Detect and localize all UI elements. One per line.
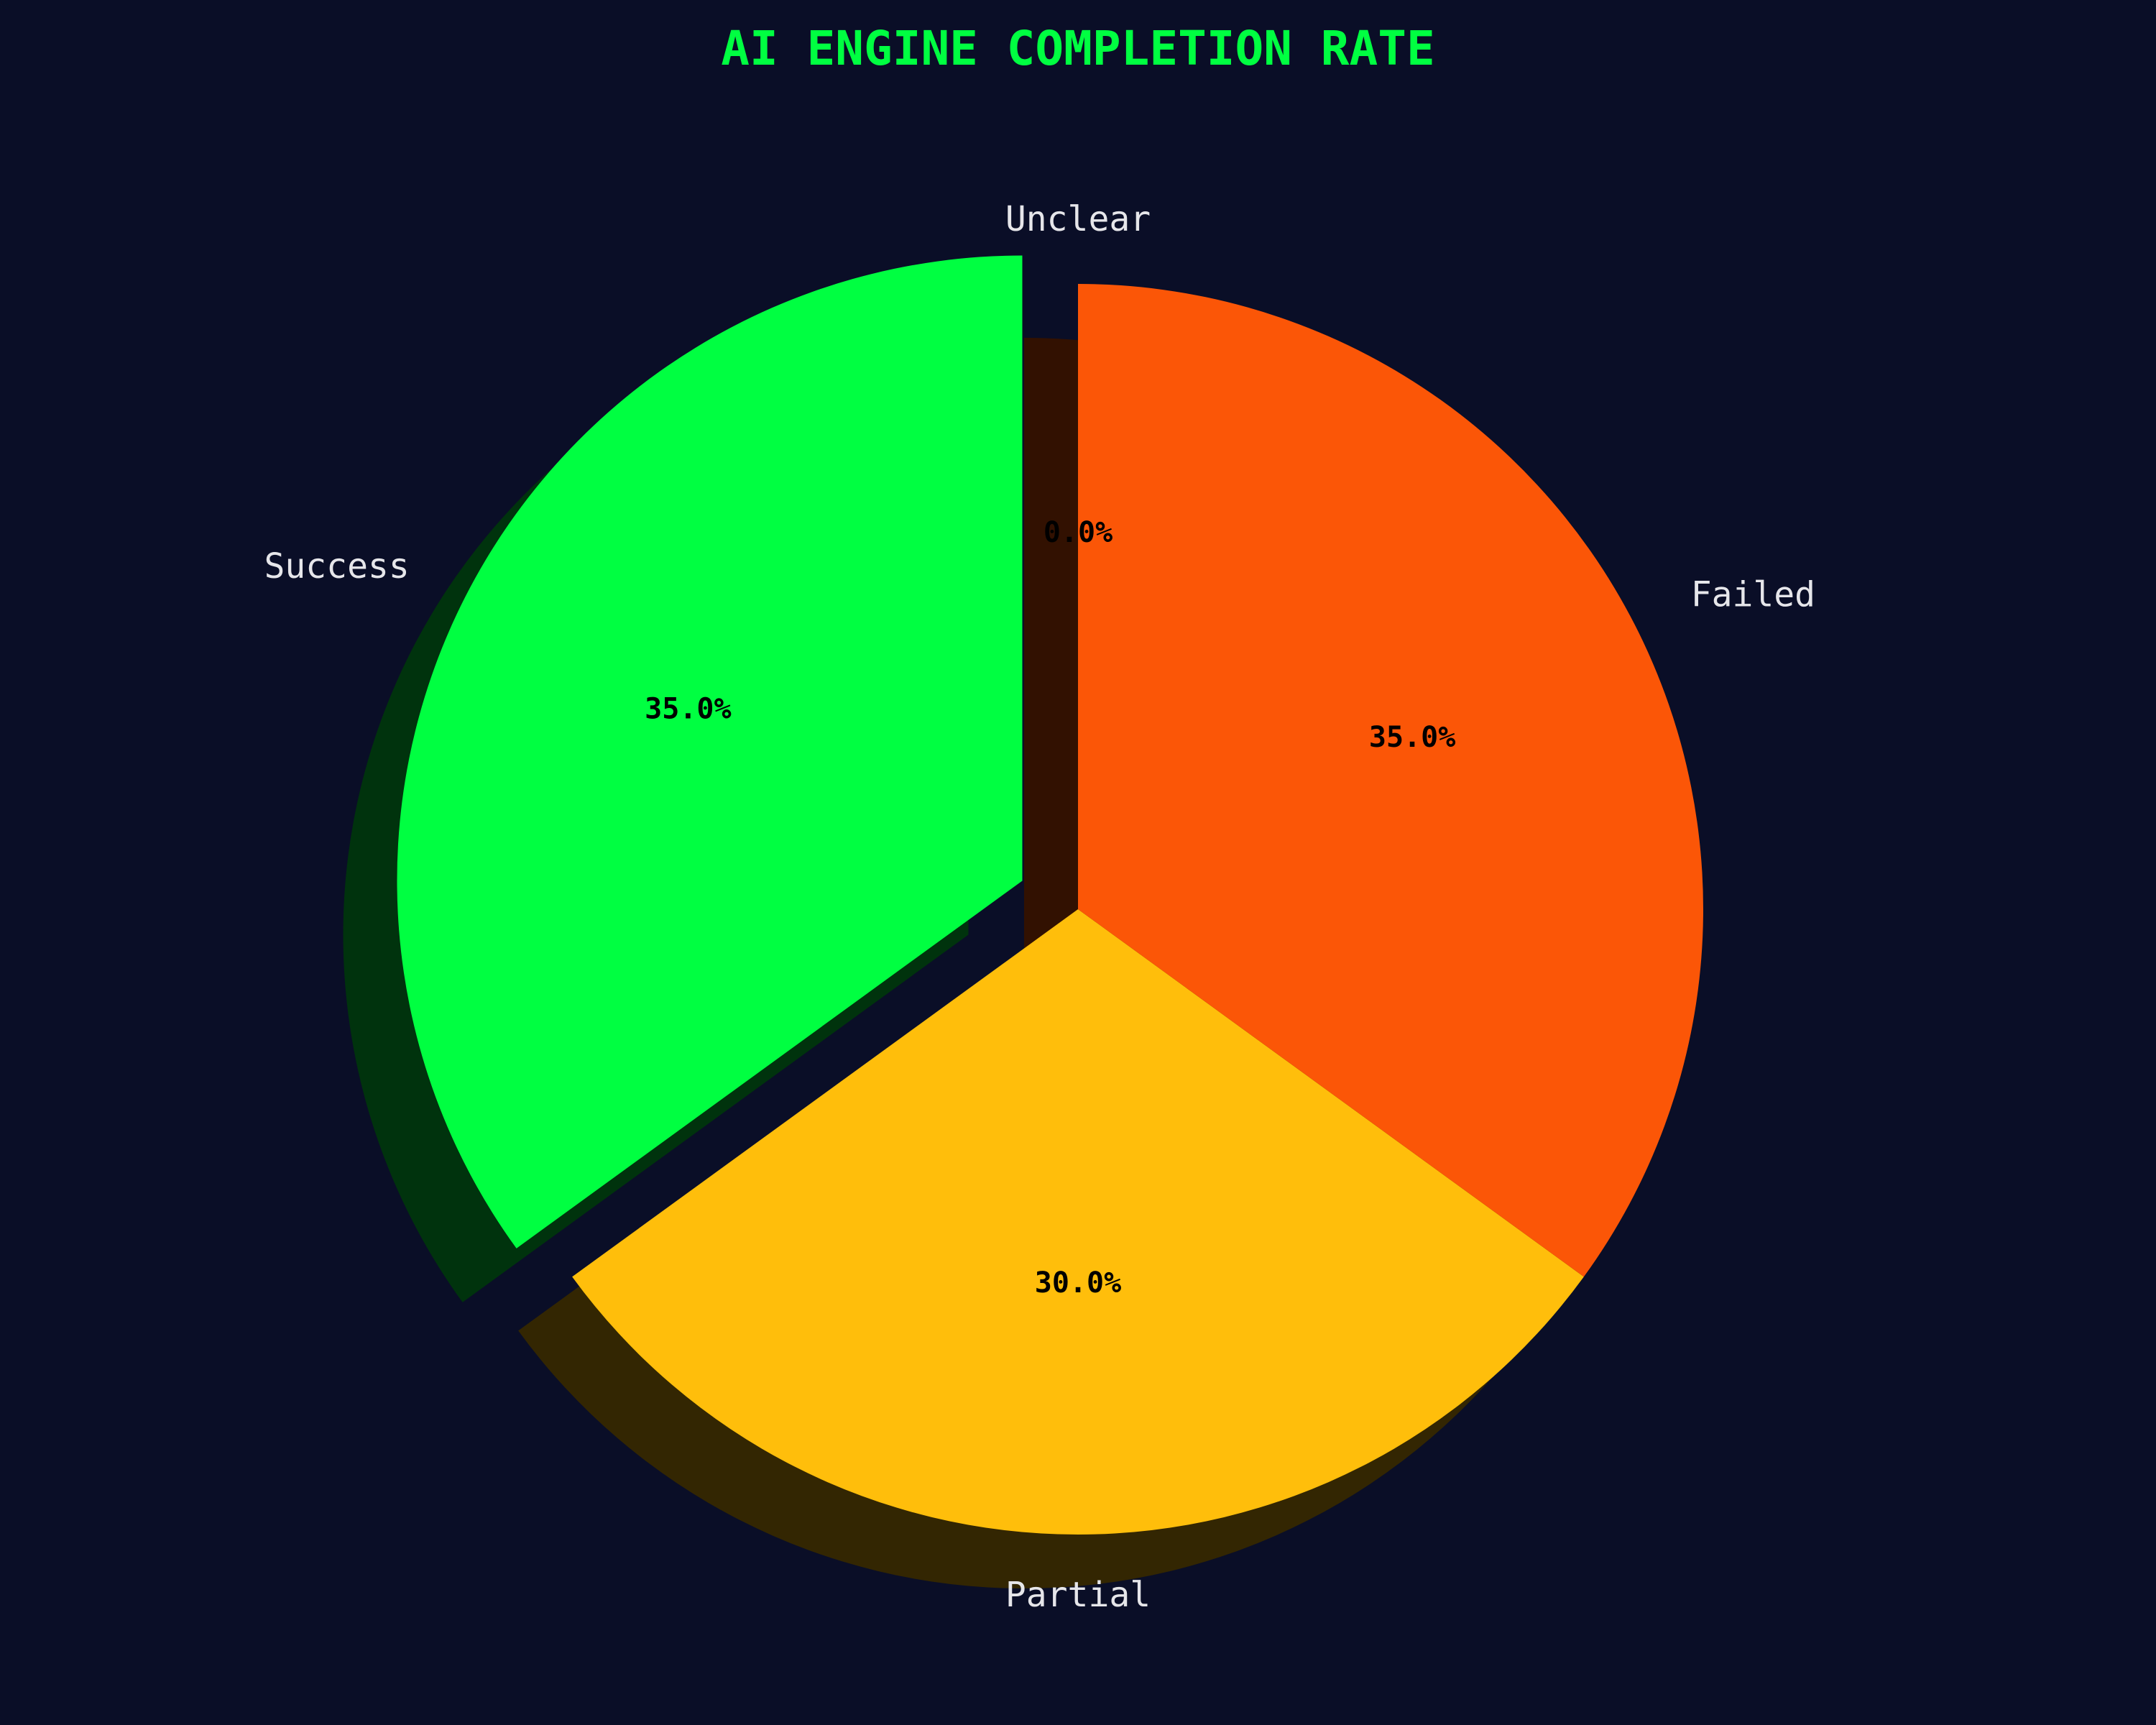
slice-success — [397, 255, 1023, 1248]
slice-label-partial: Partial — [1005, 1575, 1151, 1615]
pie-slices — [397, 255, 1703, 1535]
percent-label-unclear: 0.0% — [1044, 516, 1112, 549]
slice-labels: Success Partial Failed Unclear — [264, 199, 1815, 1615]
slice-failed — [1078, 284, 1703, 1277]
percent-label-success: 35.0% — [645, 693, 731, 726]
slice-label-success: Success — [264, 546, 409, 586]
chart-title: AI ENGINE COMPLETION RATE — [721, 21, 1434, 76]
percent-label-partial: 30.0% — [1035, 1266, 1121, 1300]
slice-partial — [572, 909, 1584, 1535]
slice-label-unclear: Unclear — [1005, 199, 1151, 239]
percent-labels: 35.0% 30.0% 35.0% 0.0% — [645, 516, 1455, 1300]
percent-label-failed: 35.0% — [1369, 721, 1455, 754]
slice-label-failed: Failed — [1691, 575, 1815, 615]
